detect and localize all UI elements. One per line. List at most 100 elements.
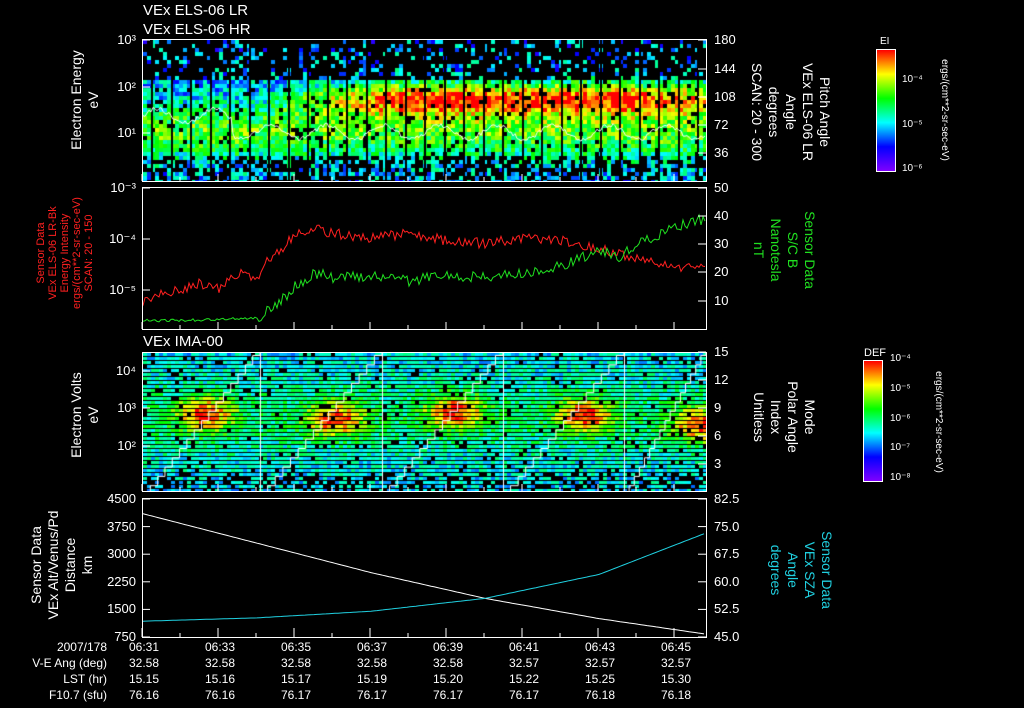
footer-time-value: 06:31 <box>128 640 160 654</box>
els-spectrogram <box>143 40 706 181</box>
right-tick-label: 30 <box>714 236 729 251</box>
row-label-date: 2007/178 <box>56 640 107 654</box>
footer-f107-value: 76.16 <box>204 688 236 702</box>
footer-lst-value: 15.15 <box>128 672 160 686</box>
label-line: Polar Angle <box>785 381 801 453</box>
label-line: Pitch Angle <box>817 76 833 148</box>
right-tick-label: 50 <box>714 180 729 195</box>
label-line: Sensor Data <box>802 211 818 289</box>
ei-colorbar-units: ergs/(cm**2-sr-sec-eV) <box>939 59 950 161</box>
footer-lst-value: 15.20 <box>432 672 464 686</box>
footer-ve-value: 32.58 <box>356 656 388 670</box>
row-label-lst: LST (hr) <box>63 672 107 686</box>
label-line: km <box>79 555 95 575</box>
title-ima: VEx IMA-00 <box>143 333 224 350</box>
left-tick-label: 10⁻³ <box>110 180 136 195</box>
label-line: Energy Intensity <box>59 213 71 293</box>
left-tick-label: 3000 <box>107 546 136 562</box>
left-tick-label: 10⁴ <box>115 363 136 378</box>
label-line: VEx Alt/Venus/Pd <box>45 510 61 620</box>
footer-lst-value: 15.17 <box>280 672 312 686</box>
panel2-right-label: Sensor Data S/C B Nanotesla nT <box>750 195 818 305</box>
right-tick-label: 15 <box>714 344 729 359</box>
right-tick-label: 60.0 <box>714 573 740 589</box>
footer-lst-value: 15.25 <box>584 672 616 686</box>
footer-ve-value: 32.58 <box>128 656 160 670</box>
sza-line <box>143 533 705 622</box>
footer-lst-value: 15.19 <box>356 672 388 686</box>
right-tick-label: 52.5 <box>714 601 740 617</box>
bfield-line <box>143 213 706 323</box>
right-tick-label: 9 <box>714 400 722 415</box>
def-colorbar-tick: 10⁻⁶ <box>890 413 911 424</box>
right-tick-label: 12 <box>714 372 729 387</box>
right-tick-label: 75.0 <box>714 518 740 534</box>
footer-f107-value: 76.17 <box>356 688 388 702</box>
label-line: Index <box>768 399 784 435</box>
def-colorbar-tick: 10⁻⁵ <box>890 383 911 394</box>
panel2-left-label: Sensor Data VEx ELS-06 LR-Bk Energy Intens… <box>35 178 95 328</box>
left-tick-label: 1500 <box>107 601 136 617</box>
ei-colorbar <box>876 49 896 172</box>
els-spectrogram-panel <box>142 39 707 182</box>
right-tick-label: 144 <box>714 61 736 76</box>
left-tick-label: 10⁻⁵ <box>109 282 136 297</box>
right-tick-label: 3 <box>714 456 722 471</box>
footer-lst-value: 15.30 <box>660 672 692 686</box>
def-colorbar-tick: 10⁻⁷ <box>890 442 911 453</box>
row-label-f107: F10.7 (sfu) <box>48 688 107 702</box>
footer-time-value: 06:43 <box>584 640 616 654</box>
panel3-right-label: Mode Polar Angle Index Unitless <box>750 362 818 472</box>
label-line: Electron Energy <box>68 50 84 150</box>
row-label-ve-angle: V-E Ang (deg) <box>32 656 107 670</box>
right-tick-label: 10 <box>714 293 729 308</box>
ei-colorbar-title: EI <box>880 36 890 47</box>
footer-time-value: 06:39 <box>432 640 464 654</box>
label-line: Angle <box>783 94 799 130</box>
label-line: ergs/(cm**2-sr-sec-eV) <box>71 197 83 309</box>
footer-lst-value: 15.22 <box>508 672 540 686</box>
footer-time-value: 06:33 <box>204 640 236 654</box>
title-els-hr: VEx ELS-06 HR <box>143 21 251 38</box>
panel1-right-label: Pitch Angle VEx ELS-06 LR Angle degrees SCAN… <box>748 42 833 182</box>
label-line: VEx ELS-06 LR <box>800 62 816 162</box>
left-tick-label: 4500 <box>107 491 136 506</box>
label-line: nT <box>751 241 767 259</box>
right-tick-label: 20 <box>714 264 729 279</box>
footer-f107-value: 76.16 <box>128 688 160 702</box>
ima-spectrogram <box>143 353 706 491</box>
label-line: eV <box>85 406 101 424</box>
right-tick-label: 108 <box>714 89 736 104</box>
footer-time-value: 06:41 <box>508 640 540 654</box>
right-tick-label: 67.5 <box>714 546 740 562</box>
label-line: SCAN: 20 - 300 <box>749 62 765 162</box>
footer-time-value: 06:45 <box>660 640 692 654</box>
footer-time-value: 06:37 <box>356 640 388 654</box>
left-tick-label: 10³ <box>117 32 136 47</box>
label-line: VEx SZA <box>802 541 818 599</box>
ei-colorbar-tick: 10⁻⁵ <box>902 119 923 130</box>
label-line: eV <box>85 91 101 109</box>
right-tick-label: 6 <box>714 428 722 443</box>
energy-intensity-line <box>143 224 706 306</box>
altitude-line <box>143 513 705 635</box>
right-tick-label: 45.0 <box>714 629 740 644</box>
footer-f107-value: 76.18 <box>584 688 616 702</box>
left-tick-label: 750 <box>114 629 136 644</box>
right-tick-label: 180 <box>714 32 736 47</box>
def-colorbar-title: DEF <box>864 347 886 359</box>
label-line: degrees <box>768 544 784 596</box>
intensity-bfield-panel <box>142 187 707 330</box>
label-line: Sensor Data <box>28 526 44 604</box>
title-els-lr: VEx ELS-06 LR <box>143 2 249 19</box>
label-line: Mode <box>802 399 818 435</box>
def-colorbar-tick: 10⁻⁴ <box>890 353 911 364</box>
left-tick-label: 10² <box>117 438 136 453</box>
left-tick-label: 10¹ <box>117 125 136 140</box>
ima-spectrogram-panel <box>142 352 707 492</box>
label-line: VEx ELS-06 LR-Bk <box>47 206 59 300</box>
label-line: SCAN: 20 - 150 <box>83 214 95 292</box>
label-line: Sensor Data <box>819 531 835 609</box>
footer-ve-value: 32.57 <box>660 656 692 670</box>
footer-ve-value: 32.58 <box>432 656 464 670</box>
